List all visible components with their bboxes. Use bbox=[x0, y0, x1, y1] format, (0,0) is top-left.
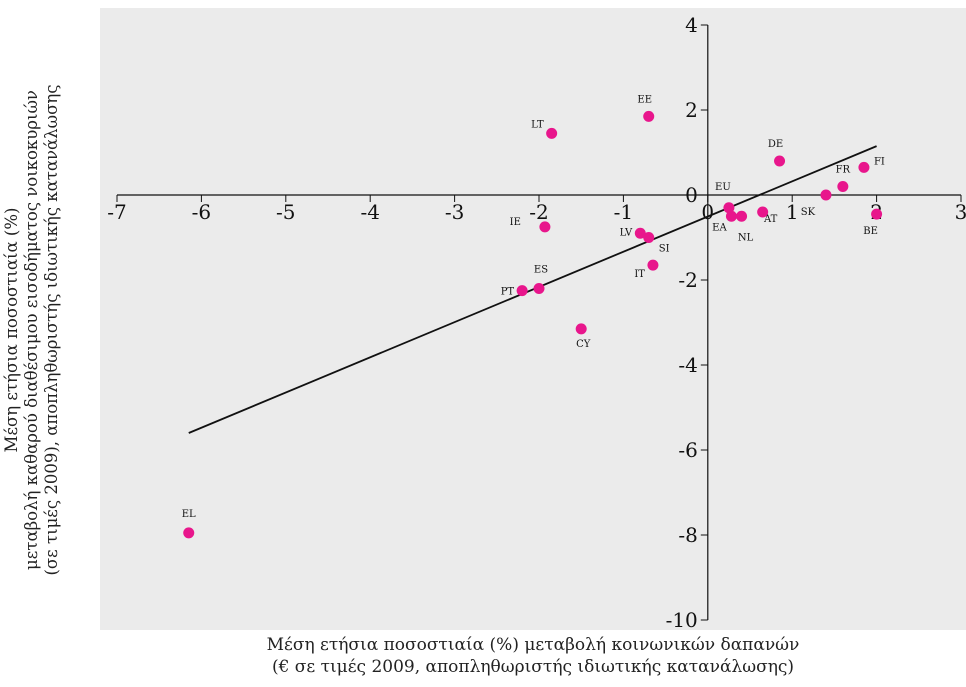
x-axis-label-line-2: (€ σε τιμές 2009, αποπληθωριστής ιδιωτικ… bbox=[271, 657, 795, 677]
x-tick-label: -1 bbox=[614, 200, 633, 224]
data-point-it bbox=[647, 259, 659, 271]
data-point-label-ea: EA bbox=[712, 222, 727, 233]
x-tick-label: -5 bbox=[276, 200, 295, 224]
data-point-label-de: DE bbox=[768, 139, 783, 150]
y-axis-label-line-1: Μέση ετήσια ποσοστιαία (%) bbox=[2, 207, 21, 453]
data-point-label-nl: NL bbox=[738, 232, 754, 243]
data-point-fr bbox=[837, 181, 849, 192]
data-point-label-el: EL bbox=[182, 509, 196, 520]
data-point-label-fr: FR bbox=[836, 165, 851, 176]
data-point-label-it: IT bbox=[634, 269, 645, 280]
data-point-at bbox=[757, 206, 769, 218]
y-axis-label-line-2: μεταβολή καθαρού διαθέσιμου εισοδήματος … bbox=[22, 90, 41, 570]
data-point-fi bbox=[858, 161, 870, 173]
plot-background bbox=[100, 8, 966, 630]
data-point-ie bbox=[539, 221, 551, 233]
data-point-nl bbox=[736, 210, 748, 222]
data-point-label-pt: PT bbox=[501, 287, 515, 298]
data-point-label-ie: IE bbox=[510, 217, 521, 228]
data-point-label-at: AT bbox=[763, 214, 778, 225]
data-point-label-es: ES bbox=[534, 265, 548, 276]
data-point-label-be: BE bbox=[863, 226, 878, 237]
x-tick-label: 3 bbox=[955, 200, 966, 224]
x-axis-label: Μέση ετήσια ποσοστιαία (%) μεταβολή κοιν… bbox=[100, 634, 966, 678]
data-points: EL LT EE IE LV SI IT ES PT CY EU EA NL AT DE SK FR FI BE bbox=[182, 94, 885, 539]
x-tick-label: -4 bbox=[360, 200, 379, 224]
x-axis-label-line-1: Μέση ετήσια ποσοστιαία (%) μεταβολή κοιν… bbox=[266, 635, 800, 655]
data-point-el bbox=[183, 527, 195, 539]
data-point-lt bbox=[546, 127, 558, 139]
data-point-label-lt: LT bbox=[531, 119, 544, 130]
x-tick-label: -7 bbox=[107, 200, 126, 224]
data-point-pt bbox=[516, 285, 528, 297]
trendline-group bbox=[188, 145, 877, 434]
y-axis-label-line-3: (σε τιμές 2009), αποπληθωριστής ιδιωτική… bbox=[42, 84, 61, 576]
data-point-es bbox=[533, 283, 545, 294]
x-tick-label: -6 bbox=[192, 200, 211, 224]
data-point-eu bbox=[723, 202, 735, 214]
x-tick-label: -3 bbox=[445, 200, 464, 224]
x-tick-label: -2 bbox=[529, 200, 548, 224]
data-point-be bbox=[871, 208, 883, 220]
data-point-label-sk: SK bbox=[801, 207, 816, 218]
data-point-ea bbox=[725, 210, 737, 222]
y-tick-label: 0 bbox=[685, 183, 698, 207]
data-point-label-ee: EE bbox=[637, 94, 652, 105]
data-point-ee bbox=[643, 110, 655, 122]
trendline bbox=[188, 145, 877, 434]
y-tick-label: -4 bbox=[678, 353, 697, 377]
x-tick-label: 1 bbox=[786, 200, 799, 224]
data-point-lv bbox=[634, 227, 646, 239]
data-point-si bbox=[643, 232, 655, 243]
y-tick-label: -10 bbox=[666, 608, 698, 632]
y-tick-label: -8 bbox=[678, 523, 697, 547]
data-point-label-lv: LV bbox=[620, 227, 633, 238]
y-tick-label: 2 bbox=[685, 98, 698, 122]
data-point-de bbox=[774, 155, 786, 167]
data-point-cy bbox=[575, 323, 587, 335]
y-tick-label: -2 bbox=[678, 268, 697, 292]
x-tick-label: 0 bbox=[701, 200, 714, 224]
data-point-label-eu: EU bbox=[715, 182, 731, 193]
y-tick-label: -6 bbox=[678, 438, 697, 462]
data-point-label-si: SI bbox=[659, 244, 670, 255]
data-point-label-cy: CY bbox=[576, 339, 591, 350]
data-point-sk bbox=[820, 189, 832, 201]
data-point-label-fi: FI bbox=[874, 156, 885, 167]
y-tick-label: 4 bbox=[685, 13, 698, 37]
